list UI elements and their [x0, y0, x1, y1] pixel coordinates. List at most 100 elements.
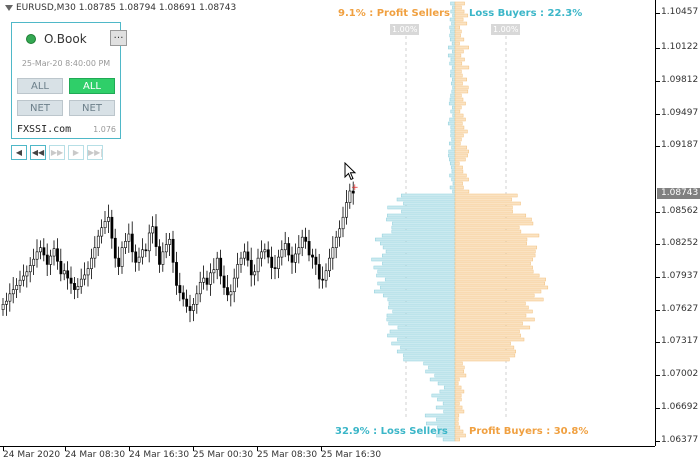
candle-body [321, 278, 325, 281]
net-right-button[interactable]: NET [69, 100, 115, 116]
candle-body [307, 241, 311, 256]
minimize-button[interactable]: … [110, 30, 127, 46]
order-book-bar-sell [424, 413, 456, 418]
order-book-bar-sell [451, 145, 456, 150]
order-book-bar-sell [388, 321, 456, 326]
order-book-bar-buy [454, 49, 464, 54]
rewind-button[interactable]: ◀◀ [30, 145, 46, 160]
scale-left-label: 1.00% [390, 24, 420, 35]
order-book-bar-buy [454, 325, 531, 330]
order-book-bar-buy [454, 185, 464, 190]
price-tick-label: 1.06377 [661, 435, 699, 445]
order-book-bar-sell [449, 161, 456, 166]
order-book-bar-buy [454, 413, 460, 418]
order-book-bar-buy [454, 241, 527, 246]
order-book-bar-sell [382, 253, 456, 258]
order-book-bar-sell [451, 65, 456, 70]
order-book-bar-buy [454, 45, 469, 50]
order-book-bar-buy [454, 377, 460, 382]
candle-body [62, 270, 66, 275]
order-book-bar-buy [454, 193, 518, 198]
candle-body [314, 256, 318, 265]
candle-body [35, 251, 39, 260]
order-book-bar-sell [435, 405, 456, 410]
order-book-bar-buy [454, 21, 468, 26]
order-book-bar-sell [436, 417, 456, 422]
order-book-bar-buy [454, 289, 542, 294]
order-book-bar-sell [449, 157, 456, 162]
order-book-bar-sell [451, 21, 456, 26]
order-book-bar-sell [448, 149, 456, 154]
time-tick-label: 24 Mar 16:30 [129, 450, 190, 460]
candle-body [219, 257, 223, 277]
candle-body [15, 285, 19, 290]
price-axis: 1.10457 1.10122 1.09812 1.09497 1.09187 1.085… [655, 0, 700, 446]
order-book-bar-buy [454, 73, 463, 78]
candle-body [215, 257, 219, 270]
order-book-bar-buy [454, 1, 465, 6]
order-book-bar-sell [452, 189, 456, 194]
candle-body [226, 287, 229, 296]
order-book-bar-sell [451, 165, 456, 170]
order-book-bar-buy [454, 297, 544, 302]
all-left-button[interactable]: ALL [17, 78, 63, 94]
order-book-bar-buy [454, 5, 462, 10]
net-left-button[interactable]: NET [17, 100, 63, 116]
chart-area[interactable]: + EURUSD,M30 1.08785 1.08794 1.08691 1.0… [0, 0, 655, 446]
order-book-bar-buy [454, 65, 470, 70]
candle-body [351, 190, 355, 194]
candle-body [192, 304, 195, 311]
order-book-bar-sell [391, 341, 456, 346]
order-book-bar-sell [451, 137, 456, 142]
order-book-bar-buy [454, 405, 463, 410]
order-book-bar-sell [403, 357, 456, 362]
order-book-bar-buy [454, 321, 523, 326]
order-book-bar-buy [454, 177, 469, 182]
order-book-bar-buy [454, 293, 535, 298]
jump-latest-button[interactable]: ▶▶| [87, 145, 103, 160]
order-book-bar-buy [454, 25, 461, 30]
brand-label: FXSSI.com [17, 124, 72, 135]
order-book-bar-buy [454, 261, 531, 266]
candle-body [28, 265, 32, 273]
order-book-bar-sell [386, 217, 456, 222]
order-book-bar-buy [454, 169, 464, 174]
order-book-bar-sell [450, 125, 456, 130]
candle-body [283, 243, 287, 251]
order-book-bar-buy [454, 313, 527, 318]
order-book-bar-sell [431, 393, 456, 398]
order-book-bar-buy [454, 133, 464, 138]
order-book-bar-buy [454, 89, 469, 94]
candle-body [287, 243, 291, 256]
candle-body [311, 254, 314, 258]
order-book-bar-buy [454, 97, 464, 102]
candle-body [243, 251, 246, 259]
price-tick-mark [656, 441, 660, 442]
order-book-bar-buy [454, 237, 528, 242]
candle-body [212, 269, 216, 274]
all-right-button[interactable]: ALL [69, 78, 115, 94]
order-book-bar-sell [386, 313, 456, 318]
fast-forward-button[interactable]: ▶▶ [49, 145, 65, 160]
step-forward-button[interactable]: ▶ [68, 145, 84, 160]
symbol-header: EURUSD,M30 1.08785 1.08794 1.08691 1.087… [5, 3, 236, 13]
order-book-bar-sell [451, 41, 456, 46]
candle-body [239, 257, 243, 265]
order-book-bar-buy [454, 365, 465, 370]
step-back-button[interactable]: ◀ [11, 145, 27, 160]
candle-body [341, 216, 345, 230]
order-book-bar-buy [454, 41, 460, 46]
order-book-bar-buy [454, 161, 460, 166]
order-book-bar-sell [450, 93, 456, 98]
candle-body [345, 202, 348, 218]
order-book-bar-buy [454, 385, 462, 390]
order-book-bar-sell [387, 205, 456, 210]
candle-body [175, 262, 178, 286]
price-tick-label: 1.06692 [661, 401, 699, 412]
candle-body [5, 300, 8, 305]
price-chart[interactable]: + [0, 0, 655, 446]
order-book-bar-sell [452, 105, 456, 110]
snapshot-datetime: 25-Mar-20 8:40:00 PM [21, 59, 111, 68]
candle-body [229, 291, 233, 296]
candle-body [304, 236, 308, 242]
